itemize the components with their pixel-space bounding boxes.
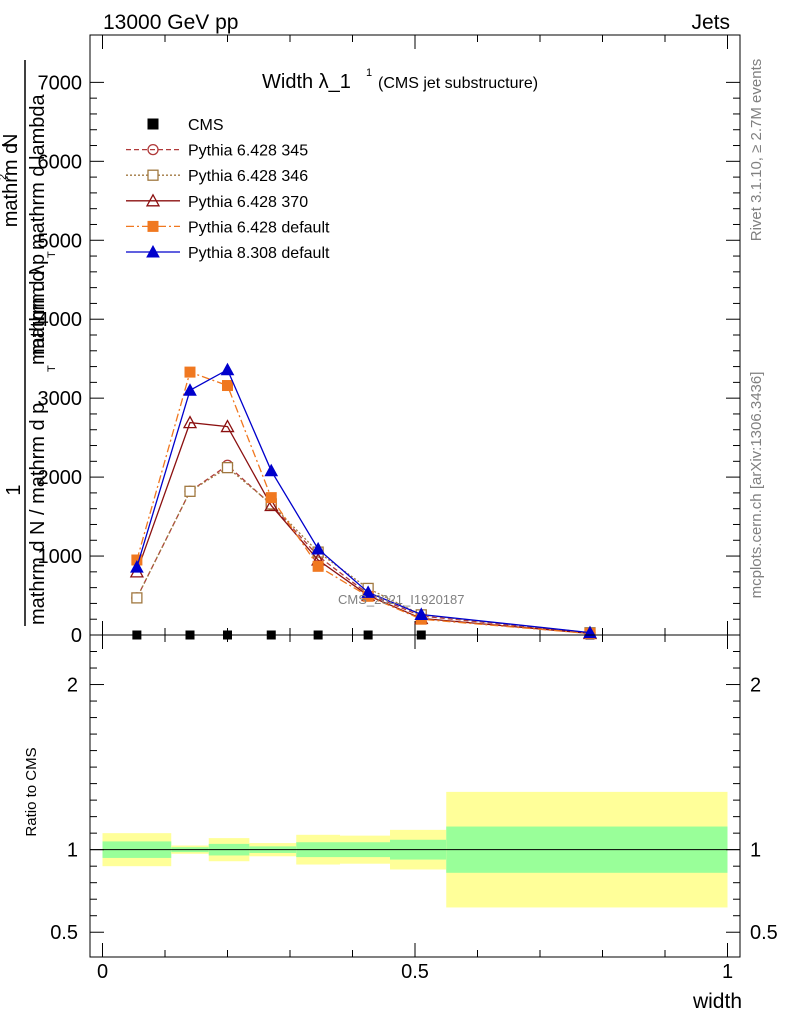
data-point [222,380,233,392]
ratio-y-tick-label: 1 [67,840,78,862]
ratio-y-tick-label-right: 2 [750,675,761,697]
data-point [131,592,143,604]
series-line [136,464,591,634]
y-tick-label: 4000 [38,309,83,331]
data-point [182,415,198,429]
data-point [361,585,375,598]
series-line [136,368,591,634]
data-point [312,560,324,572]
chart-title: Width λ_1 [262,71,351,93]
ylabel-frac2-den: mathrm d p [27,254,49,355]
ylabel-frac2-num-tail: N [0,134,22,148]
series-1 [131,459,596,639]
legend-marker [147,143,159,156]
data-point [221,461,234,474]
data-point [220,362,235,376]
ylabel-frac2-num-sup: 2 [0,174,9,180]
y-tick-label: 3000 [38,388,83,410]
y-tick-label: 2000 [38,467,83,489]
x-axis-label: width [692,990,742,1013]
series-line [136,466,591,634]
legend-marker [146,244,160,258]
ratio-x-axis: 0 0.5 1 [97,635,733,983]
legend-entry: CMS [147,117,224,134]
ratio-y-tick-label-right: 0.5 [750,922,778,944]
legend-entry: Pythia 6.428 default [126,219,330,236]
y-tick-label: 7000 [38,72,83,94]
legend-label: Pythia 6.428 default [188,219,330,236]
chart-subtitle: (CMS jet substructure) [378,75,538,92]
main-y-axis: 0 1000 2000 3000 4000 5000 6000 7000 [38,35,740,647]
legend-marker [147,220,159,232]
legend-entry: Pythia 6.428 370 [126,193,308,211]
y-tick-label: 0 [71,625,82,647]
category-label: Jets [691,11,730,34]
legend-label: CMS [188,117,224,134]
mcplots-label: mcplots.cern.ch [arXiv:1306.3436] [748,372,765,599]
ratio-panel: 0.5 0.51 12 2 0 0.5 1 Ratio to CMS width [23,634,778,1013]
main-y-label: 1 mathrm d 2 N mathrm d p T mathrm d lam… [0,60,58,626]
ylabel-den-sub: T [46,365,58,372]
watermark: CMS_2021_I1920187 [338,592,465,607]
chart-title-superscript: 1 [366,67,372,79]
y-tick-label: 1000 [38,546,83,568]
x-tick-label: 1 [722,961,733,983]
data-point [264,463,279,477]
ratio-y-axis: 0.5 0.5 1 1 2 2 [50,651,778,944]
ratio-y-tick-label: 0.5 [50,922,78,944]
ratio-y-label: Ratio to CMS [23,747,40,836]
x-tick-label: 0 [97,961,108,983]
data-point [220,419,235,433]
legend-marker [147,118,159,130]
data-point [184,485,196,497]
legend-marker [147,169,159,181]
rivet-label: Rivet 3.1.10, ≥ 2.7M events [748,59,765,242]
ylabel-frac2-num: mathrm d [0,143,22,227]
data-point [184,366,196,378]
y-tick-label: 6000 [38,151,83,173]
legend-label: Pythia 6.428 370 [188,194,308,211]
series-2 [131,461,596,639]
legend-entry: Pythia 6.428 346 [126,168,308,185]
ratio-y-tick-label: 2 [67,675,78,697]
data-point [311,541,325,555]
data-point [183,383,197,396]
legend: CMS Pythia 6.428 345 Pythia 6.428 346 Pythi… [126,117,330,262]
legend-label: Pythia 8.308 default [188,245,330,262]
ylabel-frac2-den-sub: T [46,251,58,258]
ratio-y-tick-label-right: 1 [750,840,761,862]
x-tick-label: 0.5 [401,961,429,983]
legend-label: Pythia 6.428 346 [188,168,308,185]
data-point [130,560,144,573]
legend-label: Pythia 6.428 345 [188,143,308,160]
ylabel-one: 1 [3,484,25,495]
ylabel-den-tail: mathrm d λ [27,265,49,365]
series-line [136,421,591,635]
series-line [136,371,591,635]
ylabel-frac2-den-tail: mathrm d lambda [27,94,49,250]
legend-entry: Pythia 6.428 345 [126,143,308,160]
legend-marker [145,193,161,207]
data-point [265,492,277,504]
energy-label: 13000 GeV pp [103,11,238,34]
data-point [414,607,429,620]
legend-entry: Pythia 8.308 default [126,244,330,262]
ylabel-den: mathrm d N / mathrm d p [27,403,49,625]
data-point [264,498,279,512]
y-tick-label: 5000 [38,230,83,252]
